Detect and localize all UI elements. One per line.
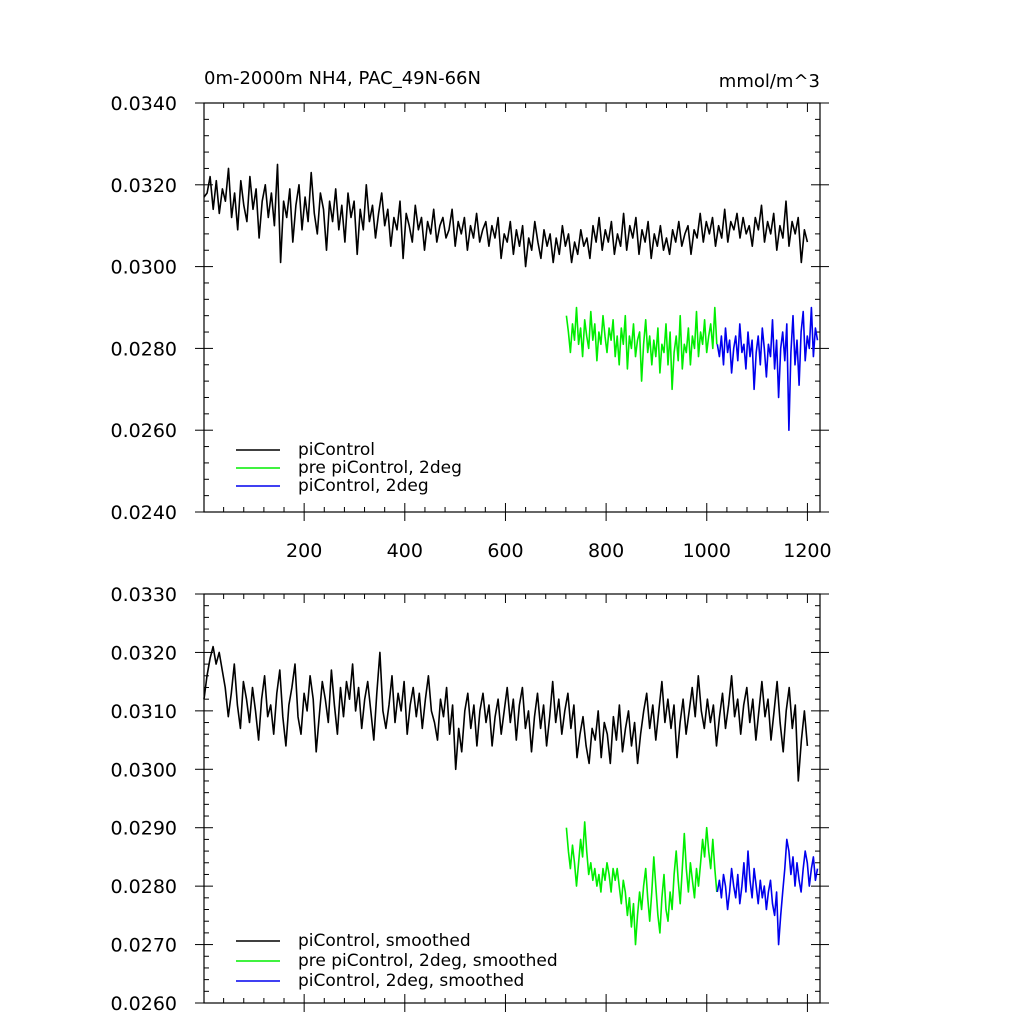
series-line-picontrol-2deg: [716, 306, 819, 432]
legend-label: piControl, 2deg: [298, 476, 429, 496]
legend-label: piControl: [298, 440, 375, 460]
x-tick-label: 1000: [683, 540, 731, 562]
plot-frame: [203, 102, 821, 513]
series-line-pre-picontrol-2deg-smoothed: [565, 821, 718, 946]
legend-label: piControl, smoothed: [298, 931, 471, 951]
y-tick-label: 0.0300: [111, 759, 177, 781]
y-tick-label: 0.0300: [111, 257, 177, 279]
bottom-plot-area: 0.0260 0.0270 0.0280 0.0290 0.0300 0.0310 0.03…: [111, 584, 829, 1015]
series-line-picontrol-2deg-smoothed: [716, 838, 819, 946]
x-tick-label: 200: [286, 540, 322, 562]
y-tick-label: 0.0280: [111, 876, 177, 898]
top-chart-panel: 0m-2000m NH4, PAC_49N-66N mmol/m^3 200 40…: [111, 68, 832, 562]
legend-label: pre piControl, 2deg, smoothed: [298, 951, 558, 971]
legend-label: piControl, 2deg, smoothed: [298, 971, 524, 991]
x-tick-label: 800: [588, 540, 624, 562]
plot-frame: [203, 593, 821, 1004]
y-tick-label: 0.0310: [111, 701, 177, 723]
y-tick-label: 0.0320: [111, 642, 177, 664]
y-tick-label: 0.0270: [111, 935, 177, 957]
series-line-pre-picontrol-2deg: [565, 306, 718, 391]
top-chart-units-label: mmol/m^3: [719, 71, 820, 92]
top-chart-title: 0m-2000m NH4, PAC_49N-66N: [204, 68, 481, 89]
y-tick-label: 0.0260: [111, 993, 177, 1015]
series-line-picontrol-smoothed: [203, 645, 809, 782]
y-tick-label: 0.0240: [111, 502, 177, 524]
series-line-picontrol: [203, 163, 809, 268]
y-tick-label: 0.0330: [111, 584, 177, 606]
legend-label: pre piControl, 2deg: [298, 458, 462, 478]
y-tick-label: 0.0320: [111, 175, 177, 197]
y-tick-label: 0.0340: [111, 93, 177, 115]
y-tick-label: 0.0280: [111, 338, 177, 360]
y-tick-label: 0.0260: [111, 420, 177, 442]
y-tick-label: 0.0290: [111, 818, 177, 840]
bottom-chart-panel: 0.0260 0.0270 0.0280 0.0290 0.0300 0.0310 0.03…: [111, 584, 829, 1015]
x-tick-label: 400: [387, 540, 423, 562]
x-tick-label: 1200: [783, 540, 831, 562]
x-tick-label: 600: [487, 540, 523, 562]
top-plot-area: 200 400 600 800 1000 1200 0.0240 0.0260 0.0280 0.…: [111, 93, 832, 562]
